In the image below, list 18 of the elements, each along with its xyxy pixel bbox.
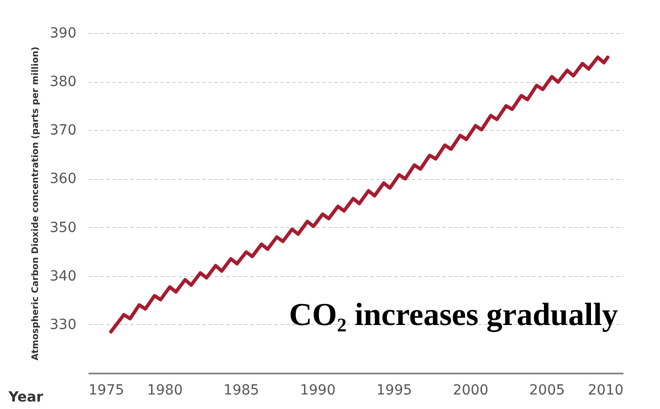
y-tick-label: 340: [50, 268, 76, 284]
y-tick-label: 330: [50, 316, 76, 333]
annotation: CO₂ increases gradually: [289, 296, 618, 333]
x-tick-label: 2000: [452, 382, 488, 398]
x-tick-label: 2010: [588, 382, 624, 398]
x-tick-label: 1990: [300, 382, 336, 398]
y-axis-title: Atmospheric Carbon Dioxide concentration (parts per million): [30, 46, 41, 360]
x-tick-label: 1995: [376, 382, 412, 398]
y-tick-label: 360: [50, 171, 76, 188]
x-tick-label: 2005: [529, 382, 565, 398]
y-tick-label: 370: [50, 122, 76, 139]
y-tick-label: 380: [50, 74, 76, 90]
x-tick-label: 1980: [147, 382, 183, 398]
y-tick-label: 390: [50, 26, 76, 42]
x-tick-label: 1985: [224, 382, 260, 398]
x-tick-label: 1975: [88, 382, 124, 398]
x-axis-title: Year: [8, 390, 44, 406]
y-tick-label: 350: [50, 220, 76, 236]
